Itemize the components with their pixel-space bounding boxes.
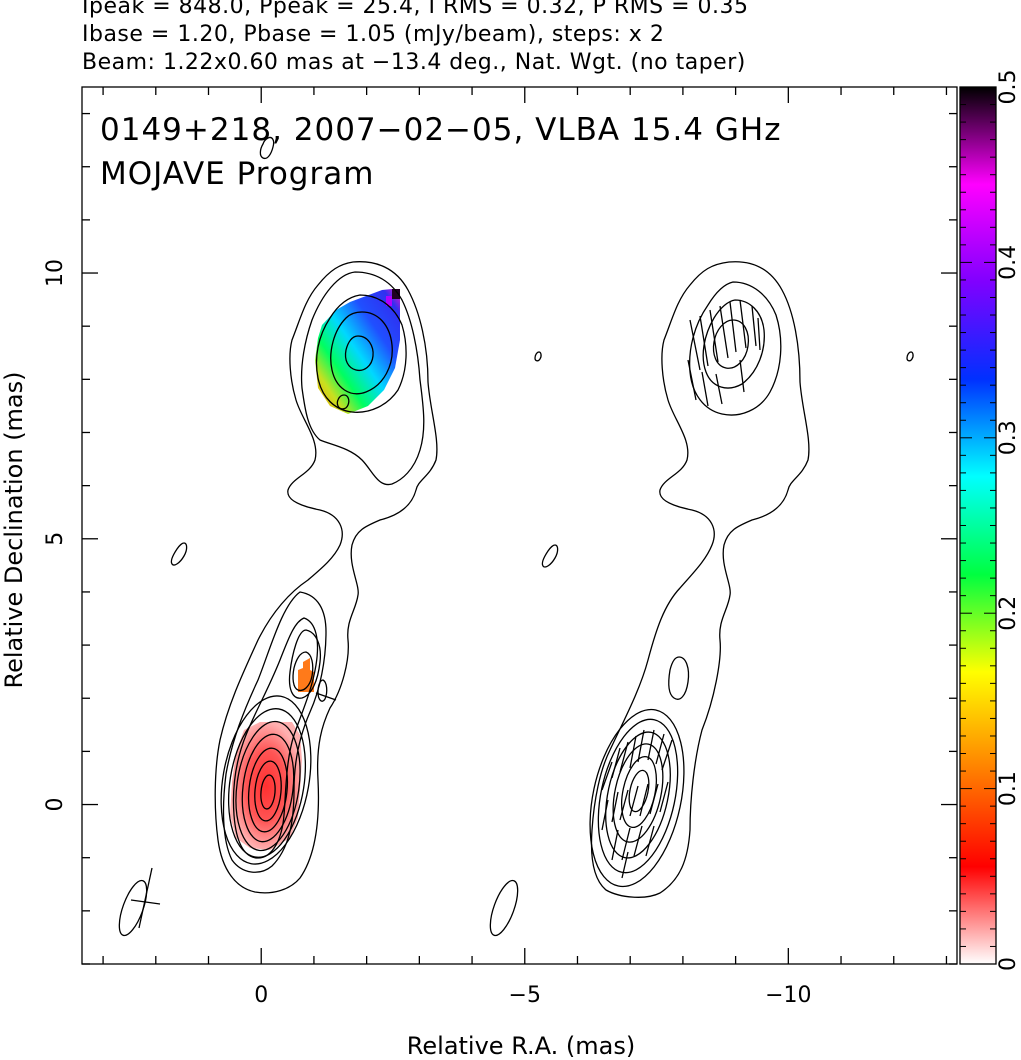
colorbar-ticks: 0 0.1 0.2 0.3 0.4 0.5 xyxy=(960,70,1021,971)
right-core-ticks xyxy=(601,729,673,879)
x-axis-title: Relative R.A. (mas) xyxy=(407,1032,635,1060)
left-knot-contour-1 xyxy=(288,629,322,699)
left-knot-evpa-contour xyxy=(317,679,328,702)
left-contour-small-3 xyxy=(170,542,188,566)
left-jet-contour-2 xyxy=(222,591,327,873)
left-outer-contour xyxy=(214,261,438,894)
left-knot-evpa-tick xyxy=(315,692,337,701)
y-tick-label: 10 xyxy=(43,259,68,287)
y-tick-label: 0 xyxy=(43,798,68,812)
colorbar-tick-label: 0.4 xyxy=(996,245,1021,280)
right-small-contour-1 xyxy=(541,544,559,568)
left-core-contour-4 xyxy=(241,733,295,843)
header-line-1: Ipeak = 848.0, Ppeak = 25.4, I RMS = 0.3… xyxy=(82,0,749,19)
left-contour-5 xyxy=(344,335,374,372)
plot-source-label: 0149+218, 2007−02−05, VLBA 15.4 GHz xyxy=(100,112,781,148)
x-tick-label: −10 xyxy=(765,983,811,1008)
left-intensity-contours xyxy=(170,136,438,894)
beam-ellipse-left xyxy=(118,879,148,937)
right-knot-contour xyxy=(668,656,690,700)
left-core-contour-2 xyxy=(227,708,307,858)
right-core-contour-4 xyxy=(612,743,664,843)
y-axis-title: Relative Declination (mas) xyxy=(0,371,28,688)
right-core-contour-2 xyxy=(597,718,679,874)
colorbar-tick-label: 0.1 xyxy=(996,771,1021,806)
left-contour-2 xyxy=(300,271,425,486)
right-contour-4 xyxy=(712,319,750,369)
right-outer-contour xyxy=(590,261,810,898)
left-core-contour-1 xyxy=(220,695,312,865)
x-tick-label: 0 xyxy=(254,983,268,1008)
fractional-polarization-layer xyxy=(230,289,400,850)
right-contour-2 xyxy=(688,281,782,416)
right-intensity-contours xyxy=(534,261,914,898)
colorbar-tick-label: 0.5 xyxy=(996,70,1021,105)
outer-jet-polarization-patch xyxy=(315,289,400,414)
right-core-contour-3 xyxy=(605,731,671,859)
colorbar-tick-label: 0 xyxy=(996,957,1021,971)
left-core-contour-7 xyxy=(260,774,276,810)
header-line-2: Ibase = 1.20, Pbase = 1.05 (mJy/beam), s… xyxy=(82,22,665,47)
right-knot-ticks xyxy=(687,299,761,407)
colorbar-tick-label: 0.2 xyxy=(996,596,1021,631)
beam-markers xyxy=(118,867,519,937)
left-contour-small-1 xyxy=(336,394,350,410)
header-line-3: Beam: 1.22x0.60 mas at −13.4 deg., Nat. … xyxy=(82,50,746,75)
beam-ellipse-right xyxy=(489,879,519,937)
plot-program-label: MOJAVE Program xyxy=(100,156,374,192)
beam-cross-line-2 xyxy=(138,867,153,929)
right-small-contour-3 xyxy=(906,351,914,362)
left-contour-3 xyxy=(315,294,407,413)
left-contour-small-2 xyxy=(259,136,275,160)
colorbar-tick-label: 0.3 xyxy=(996,420,1021,455)
left-core-contour-5 xyxy=(247,747,289,833)
plot-frame xyxy=(81,86,958,965)
right-core-contour-6 xyxy=(628,769,650,813)
axes: 0 −5 −10 0 5 10 xyxy=(43,87,957,1008)
left-contour-4 xyxy=(330,311,393,395)
left-core-contour-3 xyxy=(235,720,301,852)
left-core-contour-6 xyxy=(254,760,282,822)
right-contour-3 xyxy=(702,299,765,389)
outer-jet-violet-pixel xyxy=(386,296,392,306)
outer-jet-dark-pixel xyxy=(392,289,400,299)
right-small-contour-2 xyxy=(534,351,542,362)
x-tick-label: −5 xyxy=(509,983,541,1008)
beam-cross-line-1 xyxy=(130,899,161,905)
left-knot-contour-2 xyxy=(292,651,314,692)
right-core-contour-1 xyxy=(589,708,685,888)
y-tick-label: 5 xyxy=(43,532,68,546)
